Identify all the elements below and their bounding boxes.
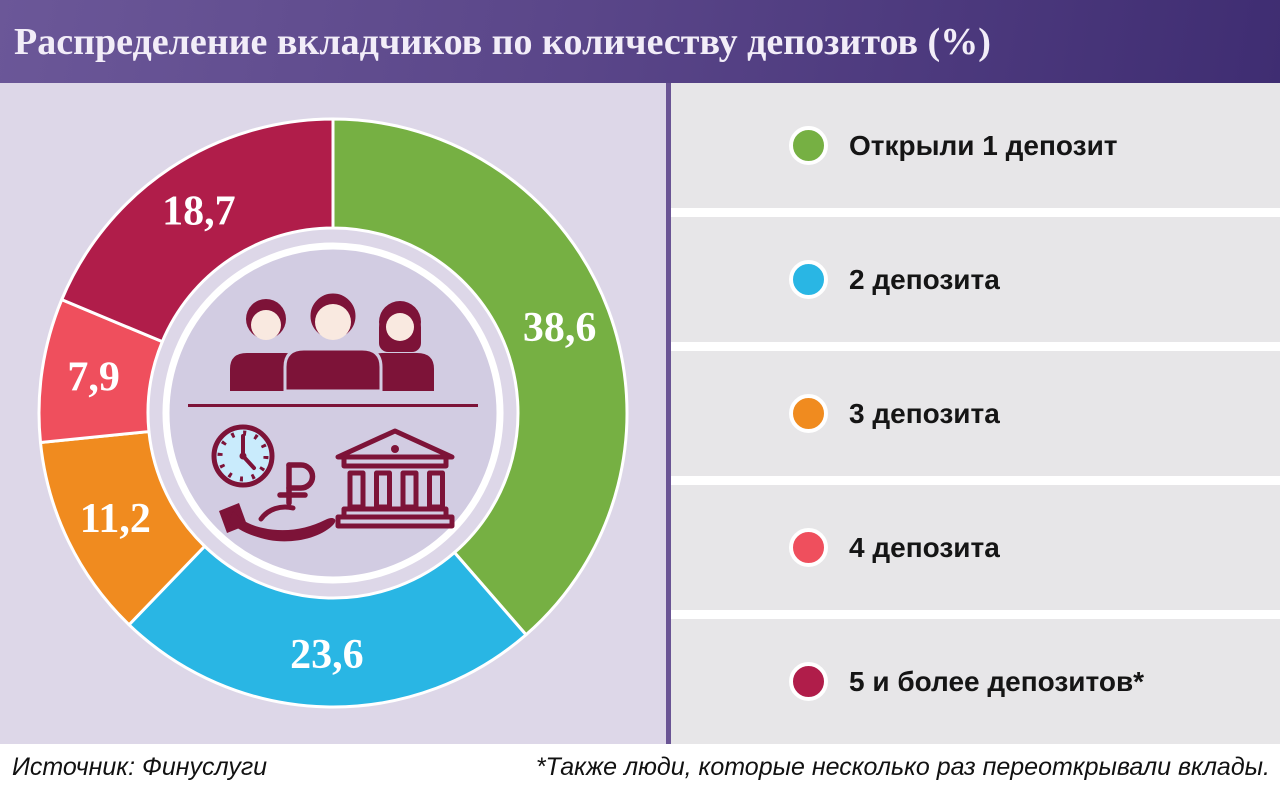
donut-chart: 38,6 23,6 11,2 7,9 18,7 — [37, 117, 629, 709]
legend-row: 2 депозита — [671, 217, 1280, 342]
donut-segment-value: 7,9 — [67, 354, 120, 400]
footnote-text: *Также люди, которые несколько раз перео… — [535, 752, 1270, 781]
donut-segment — [60, 117, 335, 344]
source-text: Источник: Финуслуги — [12, 752, 268, 781]
ruble-icon — [277, 462, 316, 506]
main-area: 38,6 23,6 11,2 7,9 18,7 Открыли 1 депозит 2 д… — [0, 83, 1280, 744]
legend-row: Открыли 1 депозит — [671, 83, 1280, 208]
legend-label: 5 и более депозитов* — [849, 665, 1145, 697]
donut-labels: 38,6 23,6 11,2 7,9 18,7 — [67, 189, 596, 678]
legend-row: 5 и более депозитов* — [671, 619, 1280, 744]
center-divider-line — [188, 404, 478, 407]
chart-panel: 38,6 23,6 11,2 7,9 18,7 — [0, 83, 666, 744]
legend-label: 3 депозита — [849, 397, 1000, 429]
title-bar: Распределение вкладчиков по количеству д… — [0, 0, 1280, 83]
legend-color-dot — [789, 260, 828, 299]
donut-segment-value: 11,2 — [80, 496, 151, 542]
donut-segment — [331, 117, 629, 637]
legend-color-dot — [789, 126, 828, 165]
center-icons — [188, 290, 478, 542]
donut-segment-value: 38,6 — [523, 305, 597, 351]
people-group-icon — [230, 290, 434, 393]
donut-segment-value: 18,7 — [162, 189, 236, 235]
legend: Открыли 1 депозит 2 депозита 3 депозита 4 д… — [671, 83, 1280, 744]
legend-label: Открыли 1 депозит — [849, 129, 1118, 161]
donut-segment-value: 23,6 — [290, 632, 364, 678]
page-title: Распределение вкладчиков по количеству д… — [14, 20, 991, 63]
legend-color-dot — [789, 528, 828, 567]
footer: Источник: Финуслуги *Также люди, которые… — [0, 744, 1280, 790]
donut-segment — [127, 544, 528, 709]
legend-color-dot — [789, 394, 828, 433]
bank-icon — [335, 428, 455, 529]
panel-divider — [666, 83, 671, 744]
giving-hand-icon — [219, 503, 336, 542]
legend-row: 3 депозита — [671, 351, 1280, 476]
legend-row: 4 депозита — [671, 485, 1280, 610]
legend-label: 4 депозита — [849, 531, 1000, 563]
donut-segments — [37, 117, 629, 709]
legend-label: 2 депозита — [849, 263, 1000, 295]
legend-color-dot — [789, 662, 828, 701]
clock-icon — [211, 424, 275, 488]
